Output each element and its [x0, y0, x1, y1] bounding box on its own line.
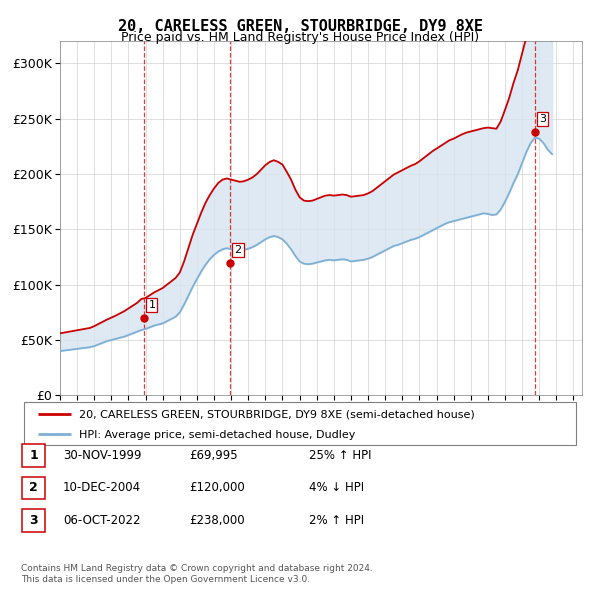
Text: 2: 2: [29, 481, 38, 494]
Text: Price paid vs. HM Land Registry's House Price Index (HPI): Price paid vs. HM Land Registry's House …: [121, 31, 479, 44]
Text: £120,000: £120,000: [189, 481, 245, 494]
Text: 3: 3: [539, 114, 546, 124]
Text: £69,995: £69,995: [189, 449, 238, 462]
Text: 1: 1: [29, 449, 38, 462]
Text: This data is licensed under the Open Government Licence v3.0.: This data is licensed under the Open Gov…: [21, 575, 310, 584]
Text: 30-NOV-1999: 30-NOV-1999: [63, 449, 142, 462]
FancyBboxPatch shape: [22, 509, 45, 532]
Text: 4% ↓ HPI: 4% ↓ HPI: [309, 481, 364, 494]
FancyBboxPatch shape: [22, 477, 45, 499]
Text: 2: 2: [235, 245, 242, 255]
FancyBboxPatch shape: [24, 402, 576, 445]
Text: 25% ↑ HPI: 25% ↑ HPI: [309, 449, 371, 462]
Text: 06-OCT-2022: 06-OCT-2022: [63, 514, 140, 527]
Text: £238,000: £238,000: [189, 514, 245, 527]
Text: 20, CARELESS GREEN, STOURBRIDGE, DY9 8XE (semi-detached house): 20, CARELESS GREEN, STOURBRIDGE, DY9 8XE…: [79, 409, 475, 419]
Text: 3: 3: [29, 514, 38, 527]
Text: Contains HM Land Registry data © Crown copyright and database right 2024.: Contains HM Land Registry data © Crown c…: [21, 565, 373, 573]
Text: 2% ↑ HPI: 2% ↑ HPI: [309, 514, 364, 527]
Text: HPI: Average price, semi-detached house, Dudley: HPI: Average price, semi-detached house,…: [79, 430, 356, 440]
Text: 1: 1: [148, 300, 155, 310]
FancyBboxPatch shape: [22, 444, 45, 467]
Text: 10-DEC-2004: 10-DEC-2004: [63, 481, 141, 494]
Text: 20, CARELESS GREEN, STOURBRIDGE, DY9 8XE: 20, CARELESS GREEN, STOURBRIDGE, DY9 8XE: [118, 19, 482, 34]
